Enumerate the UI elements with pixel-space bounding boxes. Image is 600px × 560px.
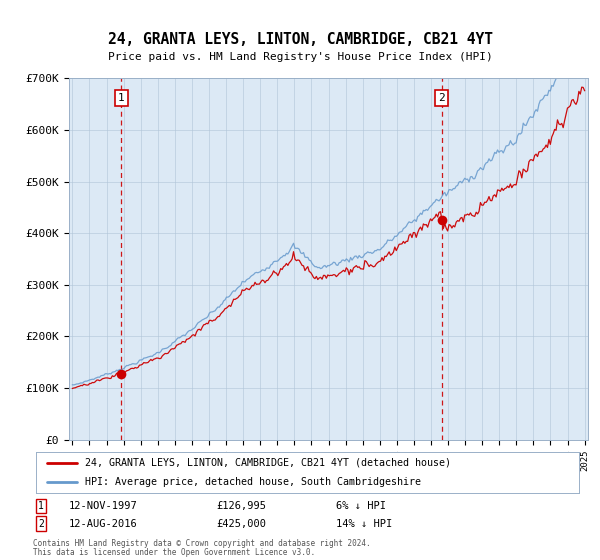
- Text: £425,000: £425,000: [216, 519, 266, 529]
- Text: 1: 1: [118, 94, 125, 103]
- Text: 2: 2: [38, 519, 44, 529]
- Text: 1: 1: [38, 501, 44, 511]
- Text: £126,995: £126,995: [216, 501, 266, 511]
- Text: 2: 2: [438, 94, 445, 103]
- Text: 24, GRANTA LEYS, LINTON, CAMBRIDGE, CB21 4YT: 24, GRANTA LEYS, LINTON, CAMBRIDGE, CB21…: [107, 32, 493, 46]
- Text: This data is licensed under the Open Government Licence v3.0.: This data is licensed under the Open Gov…: [33, 548, 315, 557]
- Text: 24, GRANTA LEYS, LINTON, CAMBRIDGE, CB21 4YT (detached house): 24, GRANTA LEYS, LINTON, CAMBRIDGE, CB21…: [85, 458, 451, 468]
- Text: HPI: Average price, detached house, South Cambridgeshire: HPI: Average price, detached house, Sout…: [85, 477, 421, 487]
- Text: 6% ↓ HPI: 6% ↓ HPI: [336, 501, 386, 511]
- Text: 12-NOV-1997: 12-NOV-1997: [69, 501, 138, 511]
- Text: Contains HM Land Registry data © Crown copyright and database right 2024.: Contains HM Land Registry data © Crown c…: [33, 539, 371, 548]
- Text: 12-AUG-2016: 12-AUG-2016: [69, 519, 138, 529]
- Text: Price paid vs. HM Land Registry's House Price Index (HPI): Price paid vs. HM Land Registry's House …: [107, 52, 493, 62]
- Text: 14% ↓ HPI: 14% ↓ HPI: [336, 519, 392, 529]
